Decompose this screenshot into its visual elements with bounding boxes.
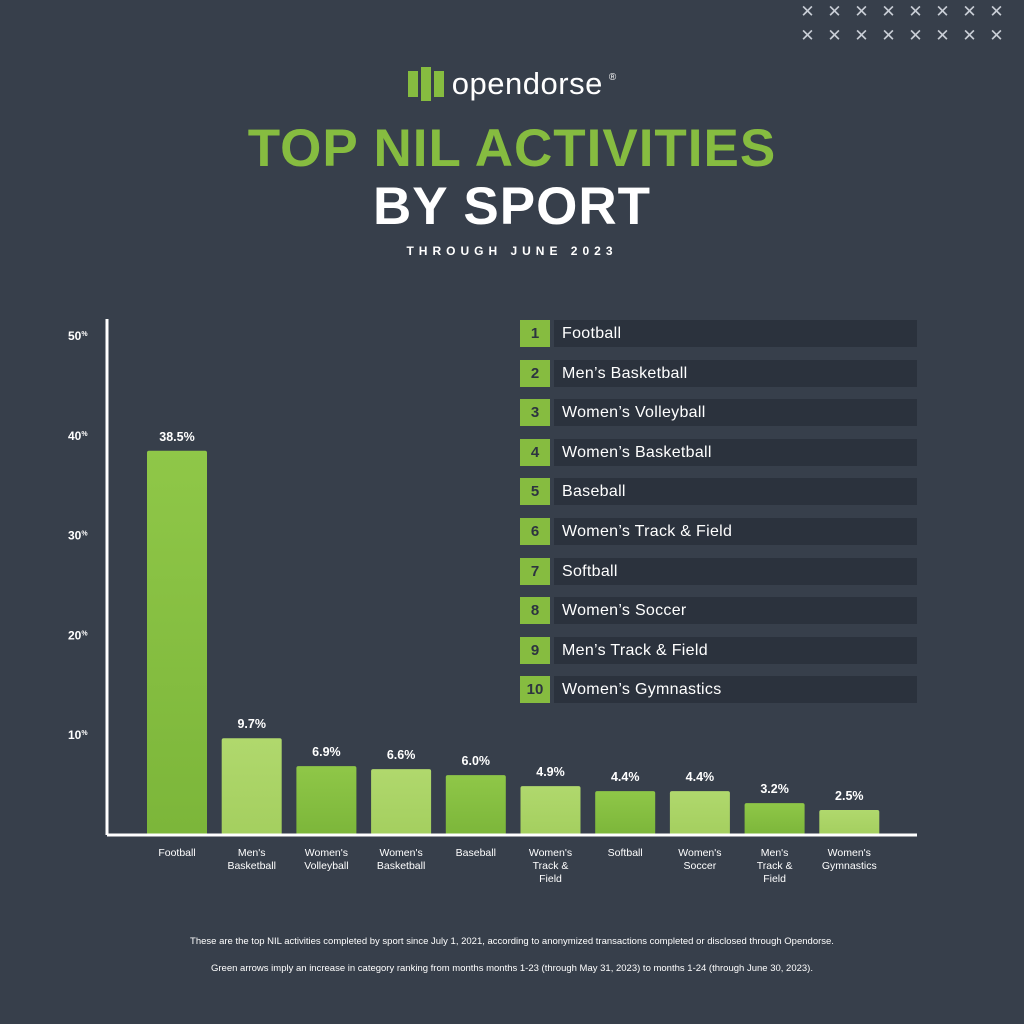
data-label: 6.6% [387,748,416,762]
legend-item: 4 Women’s Basketball [520,438,917,466]
legend-label: Softball [554,557,917,585]
legend-rank: 2 [520,359,550,387]
y-tick-label: 40% [68,429,88,443]
legend-label: Baseball [554,478,917,506]
registered-mark: ® [608,72,617,83]
x-tick-label: Women's Soccer [678,847,721,872]
legend-rank: 3 [520,399,550,427]
data-label: 9.7% [237,717,266,731]
bar [595,791,656,835]
y-tick-label: 20% [68,628,88,642]
x-mark-decoration: ✕ [854,2,869,21]
legend-rank: 6 [520,517,550,545]
bar [221,738,282,835]
x-mark-decoration: ✕ [800,2,815,21]
bar [296,766,357,835]
x-mark-decoration: ✕ [962,26,977,45]
legend-label: Football [554,320,917,347]
legend-label: Women’s Soccer [554,597,917,625]
decorative-x-pattern: ✕ ✕ ✕ ✕ ✕ ✕ ✕ ✕ ✕ ✕ ✕ ✕ ✕ ✕ ✕ ✕ [794,0,1010,48]
x-mark-decoration: ✕ [962,2,977,21]
data-label: 3.2% [760,782,789,796]
data-label: 6.9% [312,745,341,759]
legend-label: Men’s Track & Field [554,636,917,664]
data-label: 4.4% [686,770,715,784]
opendorse-logo-icon [407,67,444,101]
x-tick-label: Football [158,847,195,859]
bar [445,775,506,835]
x-tick-label: Men's Track & Field [757,847,793,885]
legend-item: 10 Women’s Gymnastics [520,676,917,704]
legend-item: 7 Softball [520,557,917,585]
x-mark-decoration: ✕ [827,26,842,45]
data-label: 4.4% [611,770,640,784]
x-tick-label: Baseball [456,847,496,859]
legend-item: 3 Women’s Volleyball [520,399,917,427]
x-mark-decoration: ✕ [827,2,842,21]
x-mark-decoration: ✕ [989,26,1004,45]
bar [669,791,730,835]
subtitle: THROUGH JUNE 2023 [406,244,618,258]
x-tick-label: Women's Volleyball [304,847,348,872]
bar [520,786,581,835]
x-mark-decoration: ✕ [989,2,1004,21]
legend-item: 8 Women’s Soccer [520,597,917,625]
x-tick-label: Women's Track & Field [529,847,572,885]
bar [744,803,805,835]
x-tick-label: Softball [608,847,643,859]
legend-rank: 5 [520,478,550,506]
brand-name: opendorse [451,66,603,101]
y-tick-label: 10% [68,728,88,742]
x-tick-label: Women's Basketball [377,847,425,872]
x-mark-decoration: ✕ [881,26,896,45]
data-label: 4.9% [536,765,565,779]
legend-label: Women’s Gymnastics [554,676,917,704]
data-label: 2.5% [835,789,864,803]
legend-label: Women’s Basketball [554,438,917,466]
legend-label: Women’s Track & Field [554,517,917,545]
legend-rank: 7 [520,557,550,585]
legend-item: 2 Men’s Basketball [520,359,917,387]
title-line-1: TOP NIL ACTIVITIES [247,119,777,178]
legend-label: Men’s Basketball [554,359,917,387]
data-label: 38.5% [159,430,194,444]
x-mark-decoration: ✕ [854,26,869,45]
legend-item: 9 Men’s Track & Field [520,636,917,664]
x-mark-decoration: ✕ [908,2,923,21]
x-mark-decoration: ✕ [935,26,950,45]
legend-rank: 8 [520,597,550,625]
x-mark-decoration: ✕ [908,26,923,45]
legend-rank: 4 [520,438,550,466]
bar-chart: 10% 20% 30% 40% 50% 38.5% Football 9.7% Men's Bas… [68,319,917,885]
legend-rank: 1 [520,320,550,347]
y-tick-label: 50% [68,329,88,343]
footnote-1: These are the top NIL activities complet… [190,936,834,947]
legend-item: 1 Football [520,320,917,347]
x-tick-label: Men's Basketball [227,847,275,872]
legend-rank: 9 [520,636,550,664]
x-mark-decoration: ✕ [800,26,815,45]
ranking-legend: 1 Football 2 Men’s Basketball 3 Women’s Volle… [520,320,917,716]
data-label: 6.0% [462,754,491,768]
title-line-2: BY SPORT [373,177,651,236]
bar [147,450,207,835]
x-mark-decoration: ✕ [935,2,950,21]
legend-item: 5 Baseball [520,478,917,506]
y-tick-label: 30% [68,529,88,543]
legend-label: Women’s Volleyball [554,399,917,427]
bar [371,769,432,835]
x-mark-decoration: ✕ [881,2,896,21]
bar [819,810,880,835]
legend-item: 6 Women’s Track & Field [520,517,917,545]
x-tick-label: Women's Gymnastics [822,847,877,872]
footnote-2: Green arrows imply an increase in catego… [211,963,813,974]
brand-logo: opendorse ® [0,66,1024,102]
legend-rank: 10 [520,676,550,704]
